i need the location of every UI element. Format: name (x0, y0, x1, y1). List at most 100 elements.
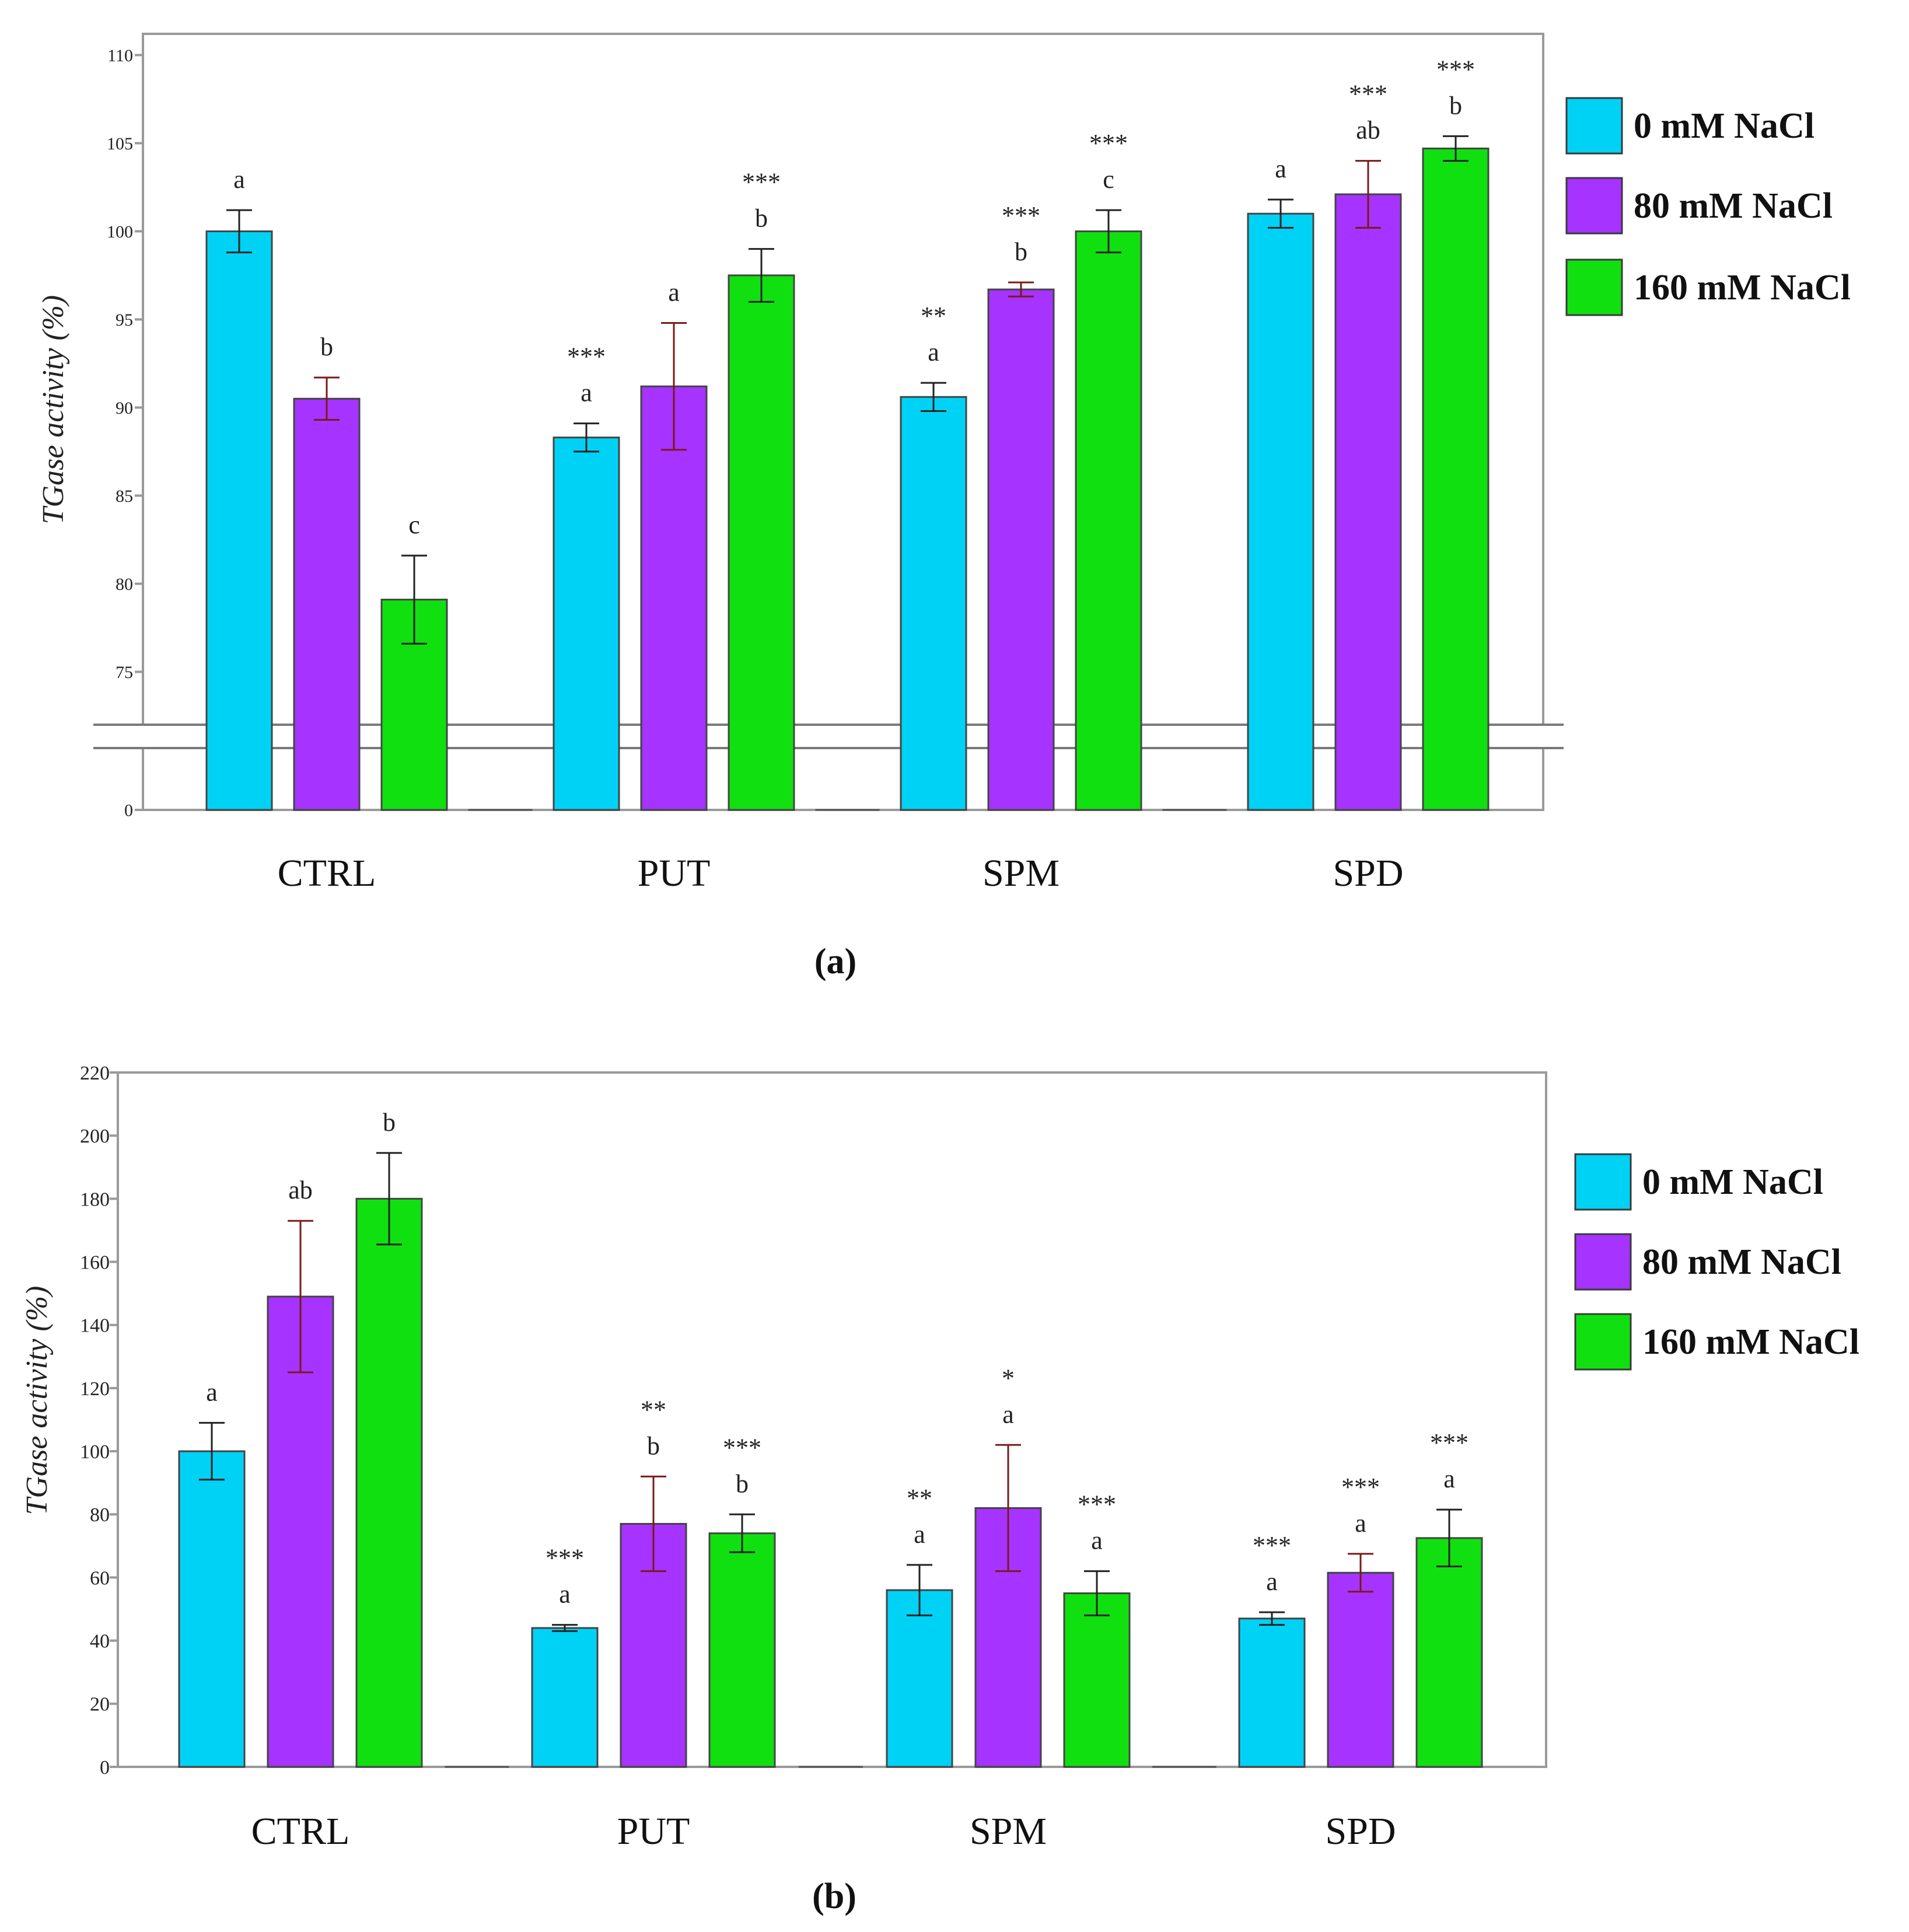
significance-stars: *** (1341, 1473, 1380, 1501)
significance-letter: ab (288, 1176, 313, 1204)
y-tick-label: 0 (124, 801, 133, 820)
significance-stars: *** (742, 168, 781, 197)
legend-b: 0 mM NaCl 80 mM NaCl 160 mM NaCl (1574, 1153, 1859, 1371)
error-bar (401, 554, 427, 645)
bar-spd-series-1 (1327, 1571, 1394, 1768)
significance-letter: a (1443, 1465, 1455, 1493)
error-bar (907, 1564, 932, 1616)
y-tick-label: 20 (90, 1694, 110, 1716)
significance-stars: ** (907, 1484, 932, 1512)
significance-letter: a (1266, 1567, 1278, 1596)
significance-stars: *** (546, 1544, 584, 1573)
significance-letter: a (928, 338, 939, 366)
legend-a: 0 mM NaCl 80 mM NaCl 160 mM NaCl (1565, 97, 1851, 316)
error-bar (641, 1475, 666, 1573)
error-bar (1259, 1611, 1285, 1626)
bar-put-series-2 (708, 1532, 776, 1768)
y-tick-label: 60 (90, 1567, 110, 1589)
significance-letter: a (914, 1520, 925, 1549)
significance-stars: *** (1430, 1428, 1469, 1457)
legend-a-swatch-1 (1565, 177, 1623, 235)
bar-spm-series-2 (1063, 1592, 1131, 1768)
y-tick-label: 140 (80, 1315, 110, 1337)
significance-stars: *** (723, 1433, 761, 1462)
significance-letter: c (408, 511, 420, 539)
x-category-label-spm: SPM (970, 1810, 1047, 1853)
y-tick-label: 0 (100, 1757, 110, 1779)
bar-spm-series-1 (987, 288, 1055, 811)
y-axis-ticks-b: 0 20 40 60 80 100 120 140 160 180 200 220 (80, 1063, 118, 1779)
y-tick-label: 90 (116, 399, 133, 418)
x-axis-labels-a: CTRL PUT SPM SPD (278, 852, 1404, 895)
x-category-label-spm: SPM (983, 852, 1060, 895)
significance-stars: *** (1349, 80, 1387, 109)
x-category-label-put: PUT (617, 1810, 690, 1853)
y-axis-label-a: TGase activity (%) (37, 295, 70, 525)
legend-a-label-1: 80 mM NaCl (1634, 186, 1833, 226)
bar-spm-series-0 (900, 396, 967, 811)
bar-put-series-1 (640, 385, 708, 811)
significance-letter: b (736, 1469, 749, 1498)
annotations-b: a a *** a ** a *** ab b ** a * a *** b b *** a *** a *** (206, 1108, 1469, 1609)
significance-letter: a (1002, 1400, 1014, 1428)
y-tick-label: 80 (90, 1504, 110, 1526)
error-bar (376, 1152, 402, 1246)
bars-b (178, 1152, 1483, 1768)
error-bar (1355, 160, 1381, 229)
bar-ctrl-series-1 (267, 1295, 334, 1768)
significance-letter: b (383, 1108, 396, 1137)
legend-b-label-2: 160 mM NaCl (1642, 1322, 1859, 1362)
legend-b-label-1: 80 mM NaCl (1642, 1242, 1841, 1282)
legend-a-label-0: 0 mM NaCl (1634, 106, 1814, 146)
y-tick-label: 105 (107, 134, 133, 153)
significance-stars: *** (1089, 129, 1128, 158)
significance-letter: b (1449, 91, 1462, 120)
bar-spd-series-0 (1238, 1617, 1306, 1768)
bar-put-series-2 (728, 274, 795, 811)
y-tick-label: 100 (80, 1441, 110, 1463)
y-tick-label: 220 (80, 1063, 110, 1084)
y-tick-label: 75 (116, 663, 133, 682)
significance-letter: a (559, 1580, 571, 1609)
legend-b-label-0: 0 mM NaCl (1642, 1162, 1823, 1202)
significance-stars: *** (1436, 55, 1475, 83)
panel-label-b: (b) (812, 1877, 856, 1916)
y-tick-label: 160 (80, 1252, 110, 1273)
error-bar (574, 422, 599, 453)
bar-put-series-0 (553, 436, 620, 811)
error-bar (995, 1444, 1021, 1573)
y-tick-label: 100 (107, 222, 133, 242)
error-bar (314, 376, 340, 421)
significance-letter: a (206, 1378, 218, 1406)
error-bar (921, 382, 946, 412)
bar-put-series-0 (531, 1627, 599, 1768)
bar-ctrl-series-0 (205, 230, 273, 811)
error-bar (1348, 1553, 1373, 1593)
significance-letter: b (1015, 237, 1027, 266)
y-tick-label: 95 (116, 310, 133, 330)
x-category-label-ctrl: CTRL (278, 852, 376, 895)
error-bar (749, 248, 774, 303)
x-category-label-spd: SPD (1333, 852, 1403, 895)
bar-ctrl-series-1 (293, 397, 361, 811)
error-bar (288, 1220, 313, 1374)
x-category-label-spd: SPD (1325, 1810, 1396, 1853)
x-axis-labels-b: CTRL PUT SPM SPD (251, 1810, 1396, 1853)
significance-letter: a (1091, 1526, 1103, 1555)
legend-b-swatch-2 (1574, 1313, 1632, 1371)
y-tick-label: 180 (80, 1189, 110, 1210)
error-bar (226, 209, 252, 254)
significance-letter: b (755, 204, 768, 233)
significance-letter: a (1355, 1509, 1366, 1538)
bar-spd-series-1 (1334, 193, 1402, 811)
bar-spd-series-2 (1415, 1537, 1483, 1768)
error-bar (1443, 135, 1469, 162)
significance-stars: *** (1078, 1490, 1116, 1519)
error-bar (661, 322, 687, 451)
error-bar (729, 1513, 755, 1553)
bar-spd-series-0 (1247, 212, 1314, 811)
bar-ctrl-series-2 (355, 1197, 423, 1768)
